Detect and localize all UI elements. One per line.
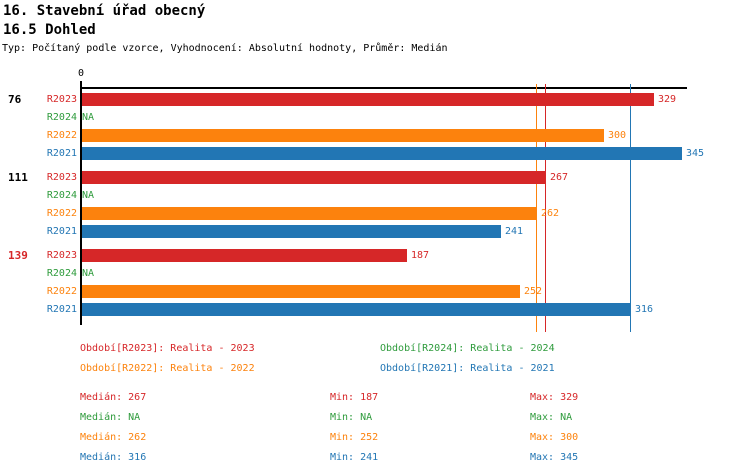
row-label-r2024: R2024 xyxy=(46,189,77,201)
median-line-r2021 xyxy=(630,84,631,332)
bar-chart: 76 R2023 329 R2024 NA R2022 300 R2021 345 111 R202… xyxy=(0,90,750,324)
bar-value-label: 187 xyxy=(411,249,430,261)
legend-item-r2021: Období[R2021]: Realita - 2021 xyxy=(380,363,555,374)
chart-row-r2023: 111 R2023 267 xyxy=(0,168,750,186)
bar-value-label: 241 xyxy=(505,225,524,237)
row-label-r2021: R2021 xyxy=(46,147,77,159)
na-value: NA xyxy=(82,189,95,201)
bar-r2021 xyxy=(82,224,501,238)
bar-r2023 xyxy=(82,248,407,262)
chart-row-r2021: R2021 345 xyxy=(0,144,750,162)
chart-row-r2024: R2024 NA xyxy=(0,186,750,204)
median-line-r2023 xyxy=(545,84,546,332)
row-label-r2024: R2024 xyxy=(46,111,77,123)
bar-area: 262 xyxy=(82,204,559,222)
legend-item-r2024: Období[R2024]: Realita - 2024 xyxy=(380,343,555,354)
bar-area: 300 xyxy=(82,126,626,144)
page-title: 16. Stavební úřad obecný xyxy=(3,3,206,19)
chart-row-r2021: R2021 316 xyxy=(0,300,750,318)
bar-group-139: 139 R2023 187 R2024 NA R2022 252 R2021 316 xyxy=(0,246,750,318)
chart-row-r2023: 76 R2023 329 xyxy=(0,90,750,108)
bar-area: NA xyxy=(82,264,94,282)
stat-median-r2021: Medián: 316 xyxy=(80,452,147,463)
bar-r2023 xyxy=(82,92,654,106)
stat-median-r2023: Medián: 267 xyxy=(80,392,147,403)
x-axis-zero-label: 0 xyxy=(77,68,85,79)
bar-r2021 xyxy=(82,302,631,316)
chart-row-r2022: R2022 262 xyxy=(0,204,750,222)
x-axis-zero-tick xyxy=(80,81,82,87)
chart-row-r2024: R2024 NA xyxy=(0,108,750,126)
legend-item-r2023: Období[R2023]: Realita - 2023 xyxy=(80,343,255,354)
stat-max-r2022: Max: 300 xyxy=(530,432,579,443)
bar-r2022 xyxy=(82,284,520,298)
chart-row-r2021: R2021 241 xyxy=(0,222,750,240)
bar-value-label: 267 xyxy=(550,171,569,183)
page-subtitle: 16.5 Dohled xyxy=(3,22,96,38)
x-axis-line xyxy=(80,87,687,89)
bar-value-label: 262 xyxy=(541,207,560,219)
legend-item-r2022: Období[R2022]: Realita - 2022 xyxy=(80,363,255,374)
chart-row-r2022: R2022 252 xyxy=(0,282,750,300)
stat-min-r2024: Min: NA xyxy=(330,412,373,423)
chart-meta-line: Typ: Počítaný podle vzorce, Vyhodnocení:… xyxy=(2,43,448,54)
stat-median-r2024: Medián: NA xyxy=(80,412,141,423)
bar-r2023 xyxy=(82,170,546,184)
row-label-r2022: R2022 xyxy=(46,285,77,297)
bar-area: 252 xyxy=(82,282,542,300)
y-axis-line xyxy=(80,87,82,325)
row-label-r2022: R2022 xyxy=(46,207,77,219)
stat-max-r2021: Max: 345 xyxy=(530,452,579,463)
group-label: 111 xyxy=(8,170,28,184)
stat-max-r2023: Max: 329 xyxy=(530,392,579,403)
row-label-r2023: R2023 xyxy=(46,171,77,183)
row-label-r2021: R2021 xyxy=(46,225,77,237)
stat-max-r2024: Max: NA xyxy=(530,412,573,423)
bar-area: 329 xyxy=(82,90,676,108)
bar-value-label: 329 xyxy=(658,93,677,105)
bar-area: 241 xyxy=(82,222,523,240)
bar-r2021 xyxy=(82,146,682,160)
row-label-r2024: R2024 xyxy=(46,267,77,279)
stat-min-r2022: Min: 252 xyxy=(330,432,379,443)
chart-row-r2024: R2024 NA xyxy=(0,264,750,282)
bar-area: 345 xyxy=(82,144,704,162)
bar-area: 187 xyxy=(82,246,429,264)
bar-value-label: 252 xyxy=(524,285,543,297)
na-value: NA xyxy=(82,111,95,123)
chart-row-r2023: 139 R2023 187 xyxy=(0,246,750,264)
bar-group-111: 111 R2023 267 R2024 NA R2022 262 R2021 241 xyxy=(0,168,750,240)
chart-row-r2022: R2022 300 xyxy=(0,126,750,144)
stat-median-r2022: Medián: 262 xyxy=(80,432,147,443)
bar-group-76: 76 R2023 329 R2024 NA R2022 300 R2021 345 xyxy=(0,90,750,162)
row-label-r2023: R2023 xyxy=(46,249,77,261)
bar-area: NA xyxy=(82,186,94,204)
bar-value-label: 300 xyxy=(608,129,627,141)
bar-r2022 xyxy=(82,206,537,220)
bar-area: NA xyxy=(82,108,94,126)
bar-area: 316 xyxy=(82,300,653,318)
stat-min-r2023: Min: 187 xyxy=(330,392,379,403)
na-value: NA xyxy=(82,267,95,279)
row-label-r2022: R2022 xyxy=(46,129,77,141)
group-label: 139 xyxy=(8,248,28,262)
group-label: 76 xyxy=(8,92,22,106)
bar-area: 267 xyxy=(82,168,568,186)
bar-r2022 xyxy=(82,128,604,142)
bar-value-label: 345 xyxy=(686,147,705,159)
bar-value-label: 316 xyxy=(635,303,654,315)
row-label-r2021: R2021 xyxy=(46,303,77,315)
row-label-r2023: R2023 xyxy=(46,93,77,105)
stat-min-r2021: Min: 241 xyxy=(330,452,379,463)
